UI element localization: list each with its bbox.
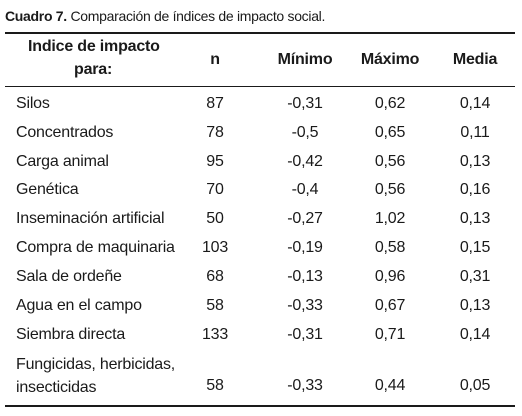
row-max: 0,44 [374,377,406,394]
table-row: Sala de ordeñe 68 -0,13 0,96 0,31 [0,268,522,296]
header-rule [5,86,515,87]
header-minimo: Mínimo [277,51,333,68]
table-row: Compra de maquinaria 103 -0,19 0,58 0,15 [0,239,522,267]
row-min: -0,33 [287,377,323,394]
row-name-line2: insecticidas [16,379,97,396]
row-name: Concentrados [16,124,114,141]
row-name: Inseminación artificial [16,210,165,227]
row-media: 0,31 [459,268,491,285]
row-n: 58 [206,377,224,394]
row-n: 133 [201,326,229,343]
caption-label: Cuadro 7. [5,8,67,24]
row-media: 0,13 [459,297,491,314]
header-media: Media [452,51,498,68]
row-media: 0,05 [459,377,491,394]
row-min: -0,27 [287,210,323,227]
table-row: Concentrados 78 -0,5 0,65 0,11 [0,124,522,152]
header-indice-line2: para: [74,61,113,78]
row-max: 0,62 [374,95,406,112]
row-media: 0,13 [459,210,491,227]
table-row: Silos 87 -0,31 0,62 0,14 [0,95,522,123]
row-max: 0,56 [374,181,406,198]
row-min: -0,13 [287,268,323,285]
row-media: 0,13 [459,153,491,170]
header-maximo: Máximo [360,51,420,68]
row-media: 0,15 [459,239,491,256]
row-min: -0,5 [291,124,319,141]
row-n: 95 [206,153,224,170]
row-max: 0,71 [374,326,406,343]
row-max: 0,67 [374,297,406,314]
row-max: 0,65 [374,124,406,141]
row-n: 70 [206,181,224,198]
row-max: 1,02 [374,210,406,227]
caption-text: Comparación de índices de impacto social… [66,8,326,24]
row-max: 0,58 [374,239,406,256]
row-name: Genética [16,181,79,198]
row-media: 0,14 [459,326,491,343]
top-rule [5,32,515,34]
row-n: 87 [206,95,224,112]
row-min: -0,19 [287,239,323,256]
row-n: 103 [201,239,229,256]
row-name: Siembra directa [16,326,126,343]
table-row: Siembra directa 133 -0,31 0,71 0,14 [0,326,522,354]
row-name: Sala de ordeñe [16,268,122,285]
row-max: 0,96 [374,268,406,285]
row-media: 0,14 [459,95,491,112]
row-min: -0,31 [287,95,323,112]
row-name: Compra de maquinaria [16,239,175,256]
table-row: Genética 70 -0,4 0,56 0,16 [0,181,522,209]
row-min: -0,31 [287,326,323,343]
row-min: -0,33 [287,297,323,314]
row-n: 78 [206,124,224,141]
row-name: Silos [16,95,50,112]
row-n: 50 [206,210,224,227]
header-indice-line1: Indice de impacto [28,38,160,55]
table-row: Inseminación artificial 50 -0,27 1,02 0,… [0,210,522,238]
table-row: Fungicidas, herbicidas, insecticidas 58 … [0,356,522,402]
row-min: -0,4 [291,181,319,198]
row-n: 68 [206,268,224,285]
row-media: 0,11 [460,124,490,141]
row-name: Agua en el campo [16,297,142,314]
row-name-line1: Fungicidas, herbicidas, [16,356,176,373]
row-media: 0,16 [459,181,491,198]
header-n: n [210,51,220,68]
bottom-rule [5,405,515,407]
table-caption: Cuadro 7. Comparación de índices de impa… [5,8,325,24]
table-row: Carga animal 95 -0,42 0,56 0,13 [0,153,522,181]
row-n: 58 [206,297,224,314]
table-row: Agua en el campo 58 -0,33 0,67 0,13 [0,297,522,325]
row-min: -0,42 [287,153,323,170]
row-name: Carga animal [16,153,109,170]
row-max: 0,56 [374,153,406,170]
